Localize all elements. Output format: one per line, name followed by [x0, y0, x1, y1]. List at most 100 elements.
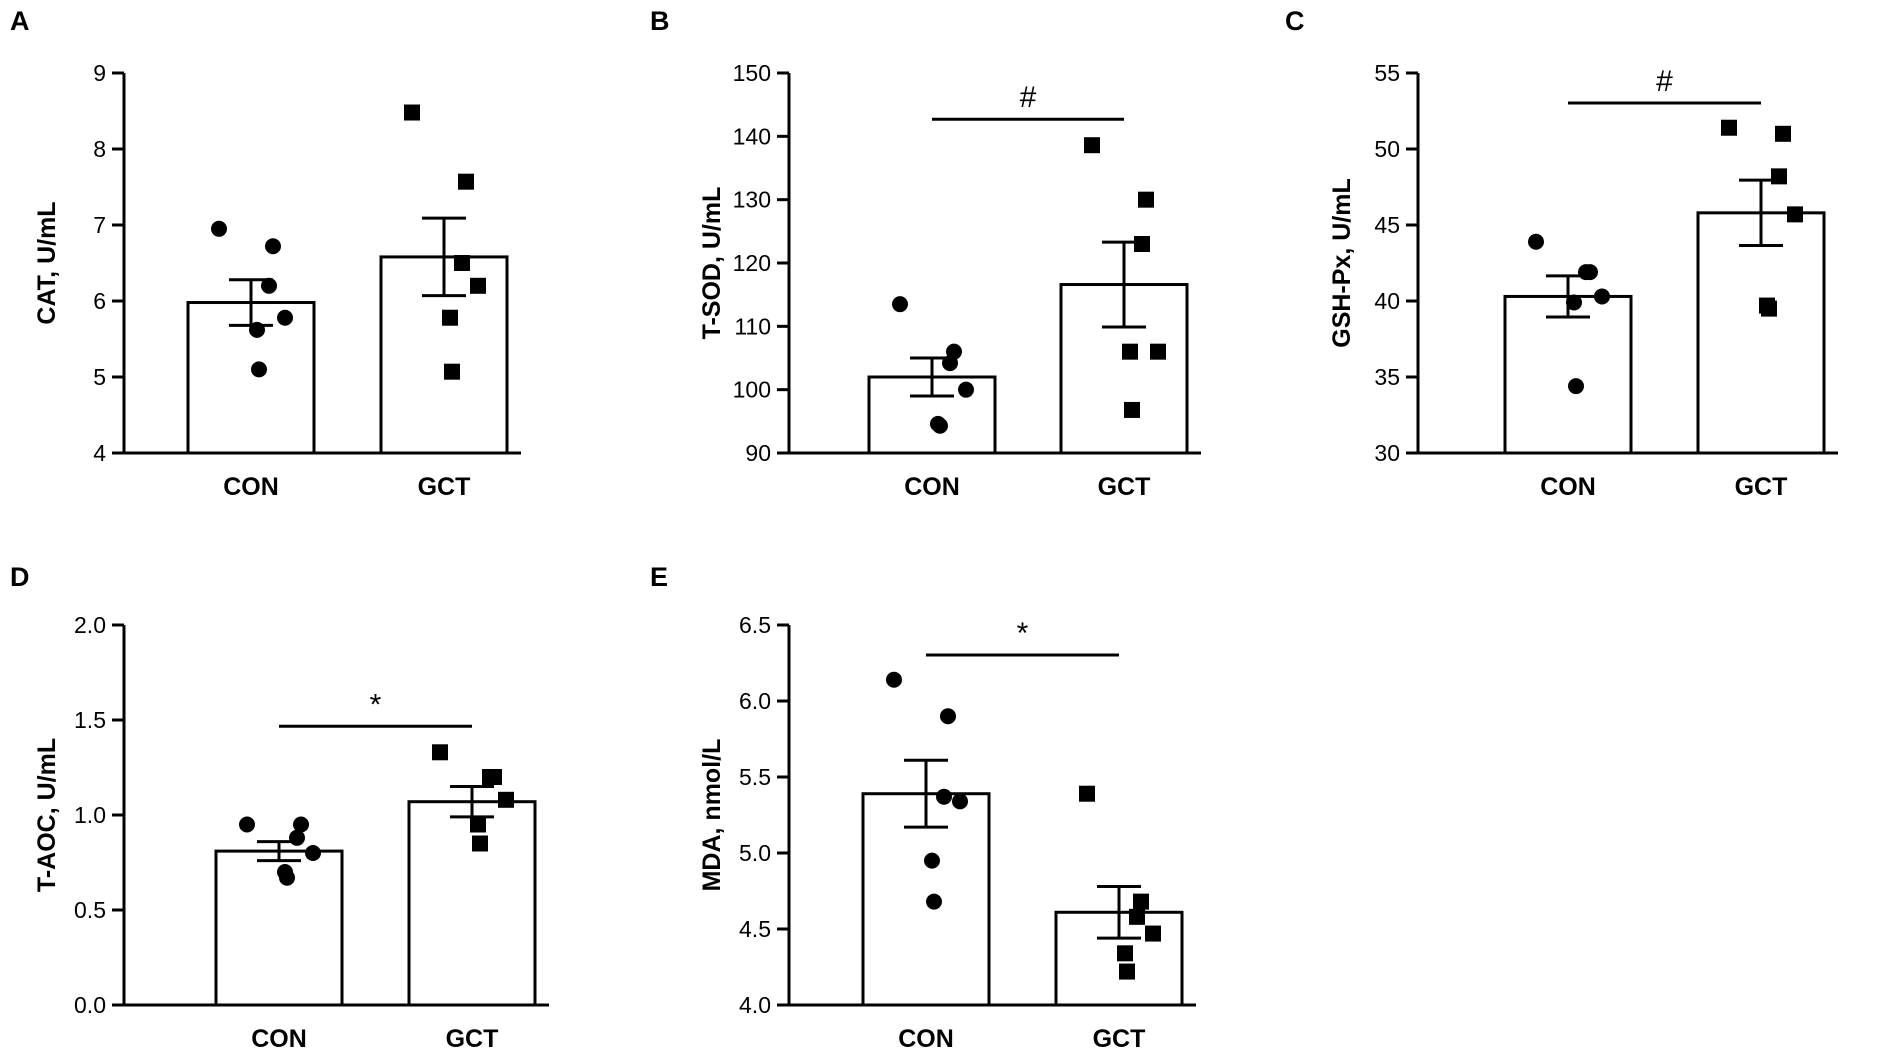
panel-b-y-axis-title: T-SOD, U/mL	[698, 187, 726, 340]
panel-d-point-gct	[472, 835, 488, 852]
panel-e-point-con	[936, 788, 952, 805]
panel-a-y-tick-label: 7	[93, 212, 106, 238]
panel-b-point-con	[932, 417, 948, 434]
panel-d-y-axis-title: T-AOC, U/mL	[33, 738, 61, 892]
panel-d-point-gct	[482, 769, 498, 785]
panel-c-bar-gct	[1696, 211, 1826, 455]
panel-e-y-tick-label: 5.0	[739, 840, 771, 866]
panel-b-point-con	[958, 381, 974, 398]
panel-c-y-tick-label: 50	[1374, 136, 1400, 162]
panel-a-y-tick-label: 4	[93, 440, 106, 466]
panel-c-point-gct	[1787, 206, 1803, 223]
panel-b-y-tick-label: 110	[734, 313, 771, 339]
panel-b-x-label-gct: GCT	[1098, 473, 1151, 501]
panel-c-y-tick-label: 35	[1374, 364, 1400, 390]
panel-e-point-con	[924, 852, 940, 869]
panel-e-significance-label: *	[1017, 617, 1029, 650]
panel-d-x-label-gct: GCT	[446, 1025, 499, 1053]
panel-a-point-gct	[442, 309, 458, 326]
panel-e-point-con	[952, 793, 968, 810]
panel-b-significance-label: #	[1020, 81, 1037, 114]
panel-c-y-tick-label: 40	[1374, 288, 1400, 314]
panel-d-y-tick-label: 1.0	[74, 802, 106, 828]
panel-d-point-gct	[470, 816, 486, 833]
panel-d-y-tick-label: 0.5	[74, 897, 106, 923]
panel-e-y-tick-label: 4.5	[739, 916, 771, 942]
panel-a-point-con	[265, 238, 281, 255]
panel-d-point-con	[305, 845, 321, 861]
panel-e-point-gct	[1129, 908, 1145, 925]
panel-b-y-tick-label: 120	[733, 250, 771, 276]
panel-b-x-label-con: CON	[904, 473, 960, 501]
panel-a-y-tick-label: 9	[93, 60, 106, 86]
panel-e-letter: E	[650, 562, 668, 592]
panel-e-point-gct	[1079, 785, 1095, 802]
panel-c-letter: C	[1285, 6, 1305, 36]
panel-a-error-bar-gct	[422, 216, 466, 298]
panel-a-x-label-gct: GCT	[418, 473, 471, 501]
panel-b-point-gct	[1134, 236, 1150, 252]
panel-a-x-label-con: CON	[223, 473, 279, 501]
panel-d-point-con	[289, 829, 305, 846]
panel-c-x-label-gct: GCT	[1735, 473, 1788, 501]
panel-e-point-gct	[1117, 945, 1133, 962]
panel-d-y-tick-label: 0.0	[74, 992, 106, 1018]
panel-e-y-tick-label: 4.0	[739, 992, 771, 1018]
panel-d-point-gct	[498, 791, 514, 808]
panel-a-point-con	[277, 309, 293, 326]
panel-e: E 4.0 4.5 5.0 5.5 6.0 6.5 MDA, nmol/L CON GCT *	[650, 562, 1196, 1053]
panel-a-point-gct	[470, 277, 486, 294]
panel-a-point-con	[211, 220, 227, 237]
panel-e-error-bar-gct	[1097, 884, 1141, 940]
panel-c-point-gct	[1761, 300, 1777, 317]
panel-d-letter: D	[10, 562, 30, 592]
panel-e-point-con	[940, 708, 956, 725]
panel-b-y-tick-label: 140	[733, 123, 771, 149]
panel-b-point-gct	[1150, 343, 1166, 360]
panel-e-x-label-gct: GCT	[1093, 1025, 1146, 1053]
panel-e-point-gct	[1133, 893, 1149, 910]
panel-a-point-gct	[404, 104, 420, 121]
panel-b-point-gct	[1084, 137, 1100, 154]
panel-d-significance-label: *	[370, 688, 382, 721]
panel-b-point-con	[942, 355, 958, 372]
panel-a-y-tick-label: 5	[93, 364, 106, 390]
panel-b-point-gct	[1138, 191, 1154, 208]
panel-e-point-con	[886, 671, 902, 688]
panel-b-y-tick-label: 150	[733, 60, 771, 86]
panel-b-letter: B	[650, 6, 670, 36]
panel-b-point-gct	[1122, 343, 1138, 360]
panel-d-x-label-con: CON	[251, 1025, 307, 1053]
panel-e-y-tick-label: 6.5	[739, 612, 771, 638]
panel-e-y-axis-title: MDA, nmol/L	[698, 739, 726, 892]
panel-d-point-con	[239, 816, 255, 833]
panel-c-point-gct	[1771, 168, 1787, 185]
panel-a-point-con	[251, 361, 267, 378]
panel-a-point-gct	[454, 255, 470, 271]
panel-a-y-axis-title: CAT, U/mL	[33, 201, 61, 324]
panel-c-bar-con	[1503, 294, 1633, 455]
panel-e-point-gct	[1145, 925, 1161, 942]
panel-a-letter: A	[10, 6, 30, 36]
panel-a-point-gct	[444, 363, 460, 380]
panel-b-y-tick-label: 90	[745, 440, 771, 466]
panel-a-point-gct	[458, 173, 474, 190]
panel-d: D 0.0 0.5 1.0 1.5 2.0 T-AOC, U/mL CON GCT *	[10, 562, 549, 1053]
panel-e-error-bar-con	[904, 758, 948, 829]
panel-d-point-con	[279, 869, 295, 886]
panel-b-point-gct	[1124, 401, 1140, 418]
panel-b-y-tick-label: 100	[733, 377, 771, 403]
panel-e-x-label-con: CON	[898, 1025, 954, 1053]
panel-a-point-con	[249, 321, 265, 338]
panel-c-point-gct	[1721, 119, 1737, 136]
panel-c-x-label-con: CON	[1540, 473, 1596, 501]
panel-c-point-con	[1578, 264, 1594, 281]
panel-c-point-con	[1566, 294, 1582, 311]
panel-e-bar-con	[861, 792, 991, 1007]
panel-d-y-tick-label: 1.5	[74, 707, 106, 733]
panel-d-y-tick-label: 2.0	[74, 612, 106, 638]
panel-c-point-con	[1528, 233, 1544, 250]
panel-b-point-con	[892, 296, 908, 313]
panel-c-point-gct	[1775, 125, 1791, 142]
